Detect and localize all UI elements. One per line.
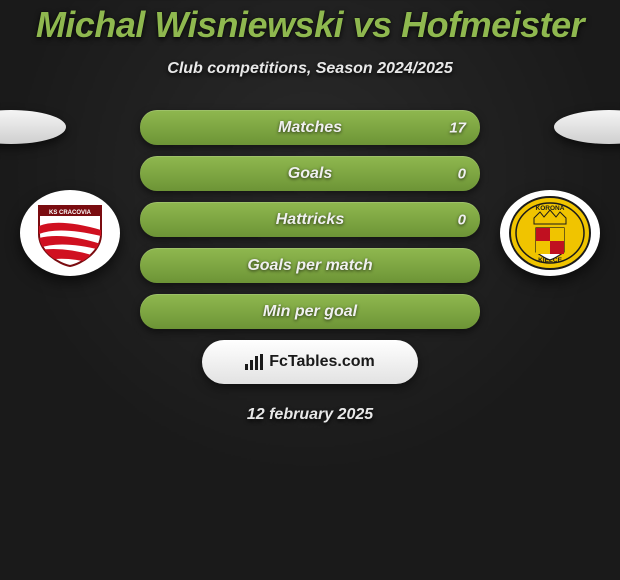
club-crest-left: KS CRACOVIA <box>20 190 120 276</box>
fctables-badge[interactable]: FcTables.com <box>202 340 418 384</box>
cracovia-crest-icon: KS CRACOVIA <box>29 198 111 268</box>
bar-chart-icon <box>245 354 263 370</box>
season-subtitle: Club competitions, Season 2024/2025 <box>0 60 620 78</box>
stat-row-goals-per-match: Goals per match <box>140 248 480 283</box>
stat-label: Goals <box>288 165 332 183</box>
player-left-pill <box>0 110 66 144</box>
stat-label: Hattricks <box>276 211 344 229</box>
stat-row-matches: Matches 17 <box>140 110 480 145</box>
comparison-date: 12 february 2025 <box>0 406 620 424</box>
stat-value-right: 0 <box>458 165 466 182</box>
page-title: Michal Wisniewski vs Hofmeister <box>0 0 620 46</box>
stat-label: Matches <box>278 119 342 137</box>
club-crest-right: KORONA KIELCE <box>500 190 600 276</box>
stat-label: Min per goal <box>263 303 357 321</box>
korona-crest-icon: KORONA KIELCE <box>506 194 594 272</box>
stat-row-goals: Goals 0 <box>140 156 480 191</box>
stats-area: Matches 17 Goals 0 Hattricks 0 Goals per… <box>0 110 620 424</box>
stat-value-right: 17 <box>449 119 466 136</box>
stat-label: Goals per match <box>247 257 372 275</box>
stat-value-right: 0 <box>458 211 466 228</box>
player-right-pill <box>554 110 620 144</box>
stat-row-hattricks: Hattricks 0 <box>140 202 480 237</box>
comparison-card: Michal Wisniewski vs Hofmeister Club com… <box>0 0 620 580</box>
fctables-label: FcTables.com <box>269 353 375 371</box>
stat-row-min-per-goal: Min per goal <box>140 294 480 329</box>
crest-left-text: KS CRACOVIA <box>49 210 92 216</box>
